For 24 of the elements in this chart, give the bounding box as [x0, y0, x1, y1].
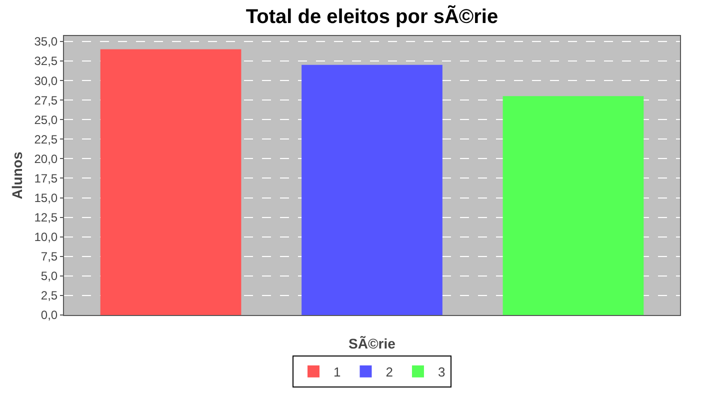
- y-tick-label: 17,5: [34, 171, 58, 186]
- bar: [502, 96, 644, 315]
- y-tick-label: 0,0: [40, 308, 58, 322]
- chart-title: Total de eleitos por sÃ©rie: [246, 5, 498, 28]
- y-axis-title: Alunos: [8, 152, 25, 200]
- y-tick-label: 30,0: [34, 74, 58, 88]
- y-tick-label: 27,5: [34, 93, 58, 108]
- y-tick-label: 32,5: [34, 54, 58, 68]
- y-tick-label: 25,0: [34, 112, 58, 127]
- bar: [100, 49, 242, 315]
- legend-label: 3: [438, 364, 446, 380]
- y-tick-label: 12,5: [34, 210, 58, 225]
- y-tick-label: 5,0: [40, 269, 58, 284]
- y-tick-label: 35,0: [34, 34, 58, 49]
- legend-label: 1: [334, 364, 341, 380]
- legend-label: 2: [386, 364, 393, 380]
- y-tick-label: 10,0: [34, 230, 58, 244]
- y-tick-label: 22,5: [34, 132, 58, 146]
- x-axis-title: SÃ©rie: [348, 336, 396, 352]
- y-tick-label: 15,0: [34, 190, 58, 205]
- y-tick-label: 7,5: [40, 250, 58, 264]
- y-tick-label: 2,5: [40, 288, 58, 303]
- bar: [302, 64, 442, 315]
- y-tick-label: 20,0: [34, 152, 58, 166]
